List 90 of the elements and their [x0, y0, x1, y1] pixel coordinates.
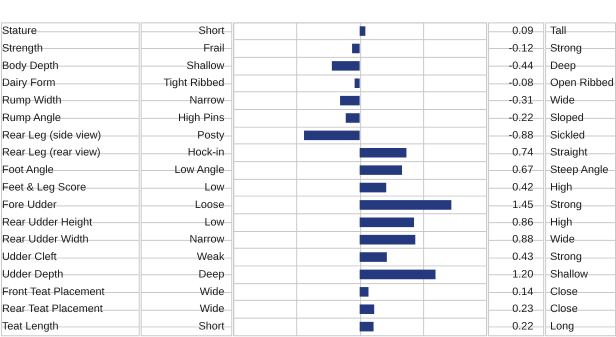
y-tick-label: Strength: [2, 42, 43, 54]
bar: [360, 234, 416, 244]
y-tick-label: Rear Leg (rear view): [2, 146, 101, 159]
data-label: 1.45: [512, 198, 534, 211]
bar: [360, 165, 402, 175]
y-tick-label: Rear Leg (side view): [2, 129, 102, 142]
text: Low: [204, 181, 225, 194]
text: Strong: [550, 251, 582, 264]
text: Deep: [198, 268, 224, 280]
data-label: 0.43: [512, 251, 534, 264]
bar: [360, 200, 452, 210]
text: Strong: [550, 42, 582, 54]
text: Low Angle: [174, 164, 224, 176]
text: Steep Angle: [550, 164, 608, 176]
data-label: 0.42: [512, 181, 534, 194]
text: Hock-in: [188, 146, 224, 159]
text: Shallow: [550, 268, 588, 280]
data-label: -0.31: [508, 94, 534, 107]
y-tick-label: Udder Depth: [2, 268, 64, 280]
y-tick-label: Rump Width: [2, 94, 62, 107]
data-label: 1.20: [512, 268, 534, 280]
y-tick-label: Rear Teat Placement: [2, 303, 103, 316]
bar: [332, 61, 360, 71]
data-label: 0.86: [512, 216, 534, 228]
data-label: 0.09: [512, 25, 534, 38]
text: Weak: [196, 251, 225, 264]
text: Low: [204, 216, 225, 228]
y-tick-label: Teat Length: [2, 320, 58, 333]
text: Wide: [550, 234, 575, 246]
bar: [360, 218, 414, 228]
text: Posty: [197, 129, 225, 142]
y-tick-label: Feet & Leg Score: [2, 181, 86, 194]
text: High: [550, 181, 572, 194]
text: Frail: [203, 42, 224, 54]
bar: [360, 252, 387, 262]
text: Straight: [550, 146, 588, 159]
bar: [360, 182, 386, 192]
text: Short: [198, 320, 224, 333]
bar: [354, 78, 360, 88]
text: Shallow: [186, 60, 225, 72]
text: Short: [198, 25, 224, 38]
text: Tight Ribbed: [163, 77, 224, 90]
text: Wide: [200, 303, 224, 316]
y-tick-label: Rump Angle: [2, 112, 61, 124]
text: Wide: [200, 286, 224, 298]
text: Sickled: [550, 129, 585, 142]
text: Narrow: [190, 234, 225, 246]
data-label: 0.88: [512, 234, 534, 246]
y-tick-label: Dairy Form: [2, 77, 56, 90]
text: Long: [550, 320, 574, 333]
data-label: 0.74: [512, 146, 534, 159]
y-tick-label: Rear Udder Width: [2, 234, 89, 246]
bar: [304, 130, 360, 140]
text: Deep: [550, 60, 576, 72]
data-label: 0.22: [512, 320, 534, 333]
text: Loose: [194, 198, 224, 211]
text: Close: [550, 303, 578, 316]
text: High: [550, 216, 572, 228]
bar: [360, 26, 366, 36]
y-tick-label: Body Depth: [2, 60, 58, 72]
data-label: -0.22: [508, 112, 534, 124]
y-tick-label: Front Teat Placement: [2, 286, 105, 298]
data-label: -0.08: [508, 77, 534, 90]
bar: [360, 304, 374, 314]
y-tick-label: Udder Cleft: [2, 251, 57, 264]
text: Narrow: [190, 94, 225, 107]
data-label: 0.14: [512, 286, 534, 298]
text: Sloped: [550, 112, 584, 124]
data-label: -0.88: [508, 129, 534, 142]
text: High Pins: [178, 112, 225, 124]
y-tick-label: Fore Udder: [2, 198, 58, 211]
data-label: 0.67: [512, 164, 534, 176]
bar: [360, 148, 406, 158]
text: Wide: [550, 94, 575, 107]
text: Tall: [550, 25, 566, 38]
text: Open Ribbed: [550, 77, 614, 90]
y-tick-label: Foot Angle: [2, 164, 54, 176]
text: Close: [550, 286, 578, 298]
data-label: -0.44: [508, 60, 534, 72]
y-tick-label: Stature: [2, 25, 37, 38]
bar: [352, 44, 360, 54]
bar: [360, 270, 436, 280]
data-label: -0.12: [508, 42, 534, 54]
text: Strong: [550, 198, 582, 211]
data-label: 0.23: [512, 303, 534, 316]
bar: [340, 96, 360, 106]
bar: [360, 322, 374, 332]
bar: [360, 287, 369, 297]
y-tick-label: Rear Udder Height: [2, 216, 92, 228]
bar: [346, 113, 360, 123]
